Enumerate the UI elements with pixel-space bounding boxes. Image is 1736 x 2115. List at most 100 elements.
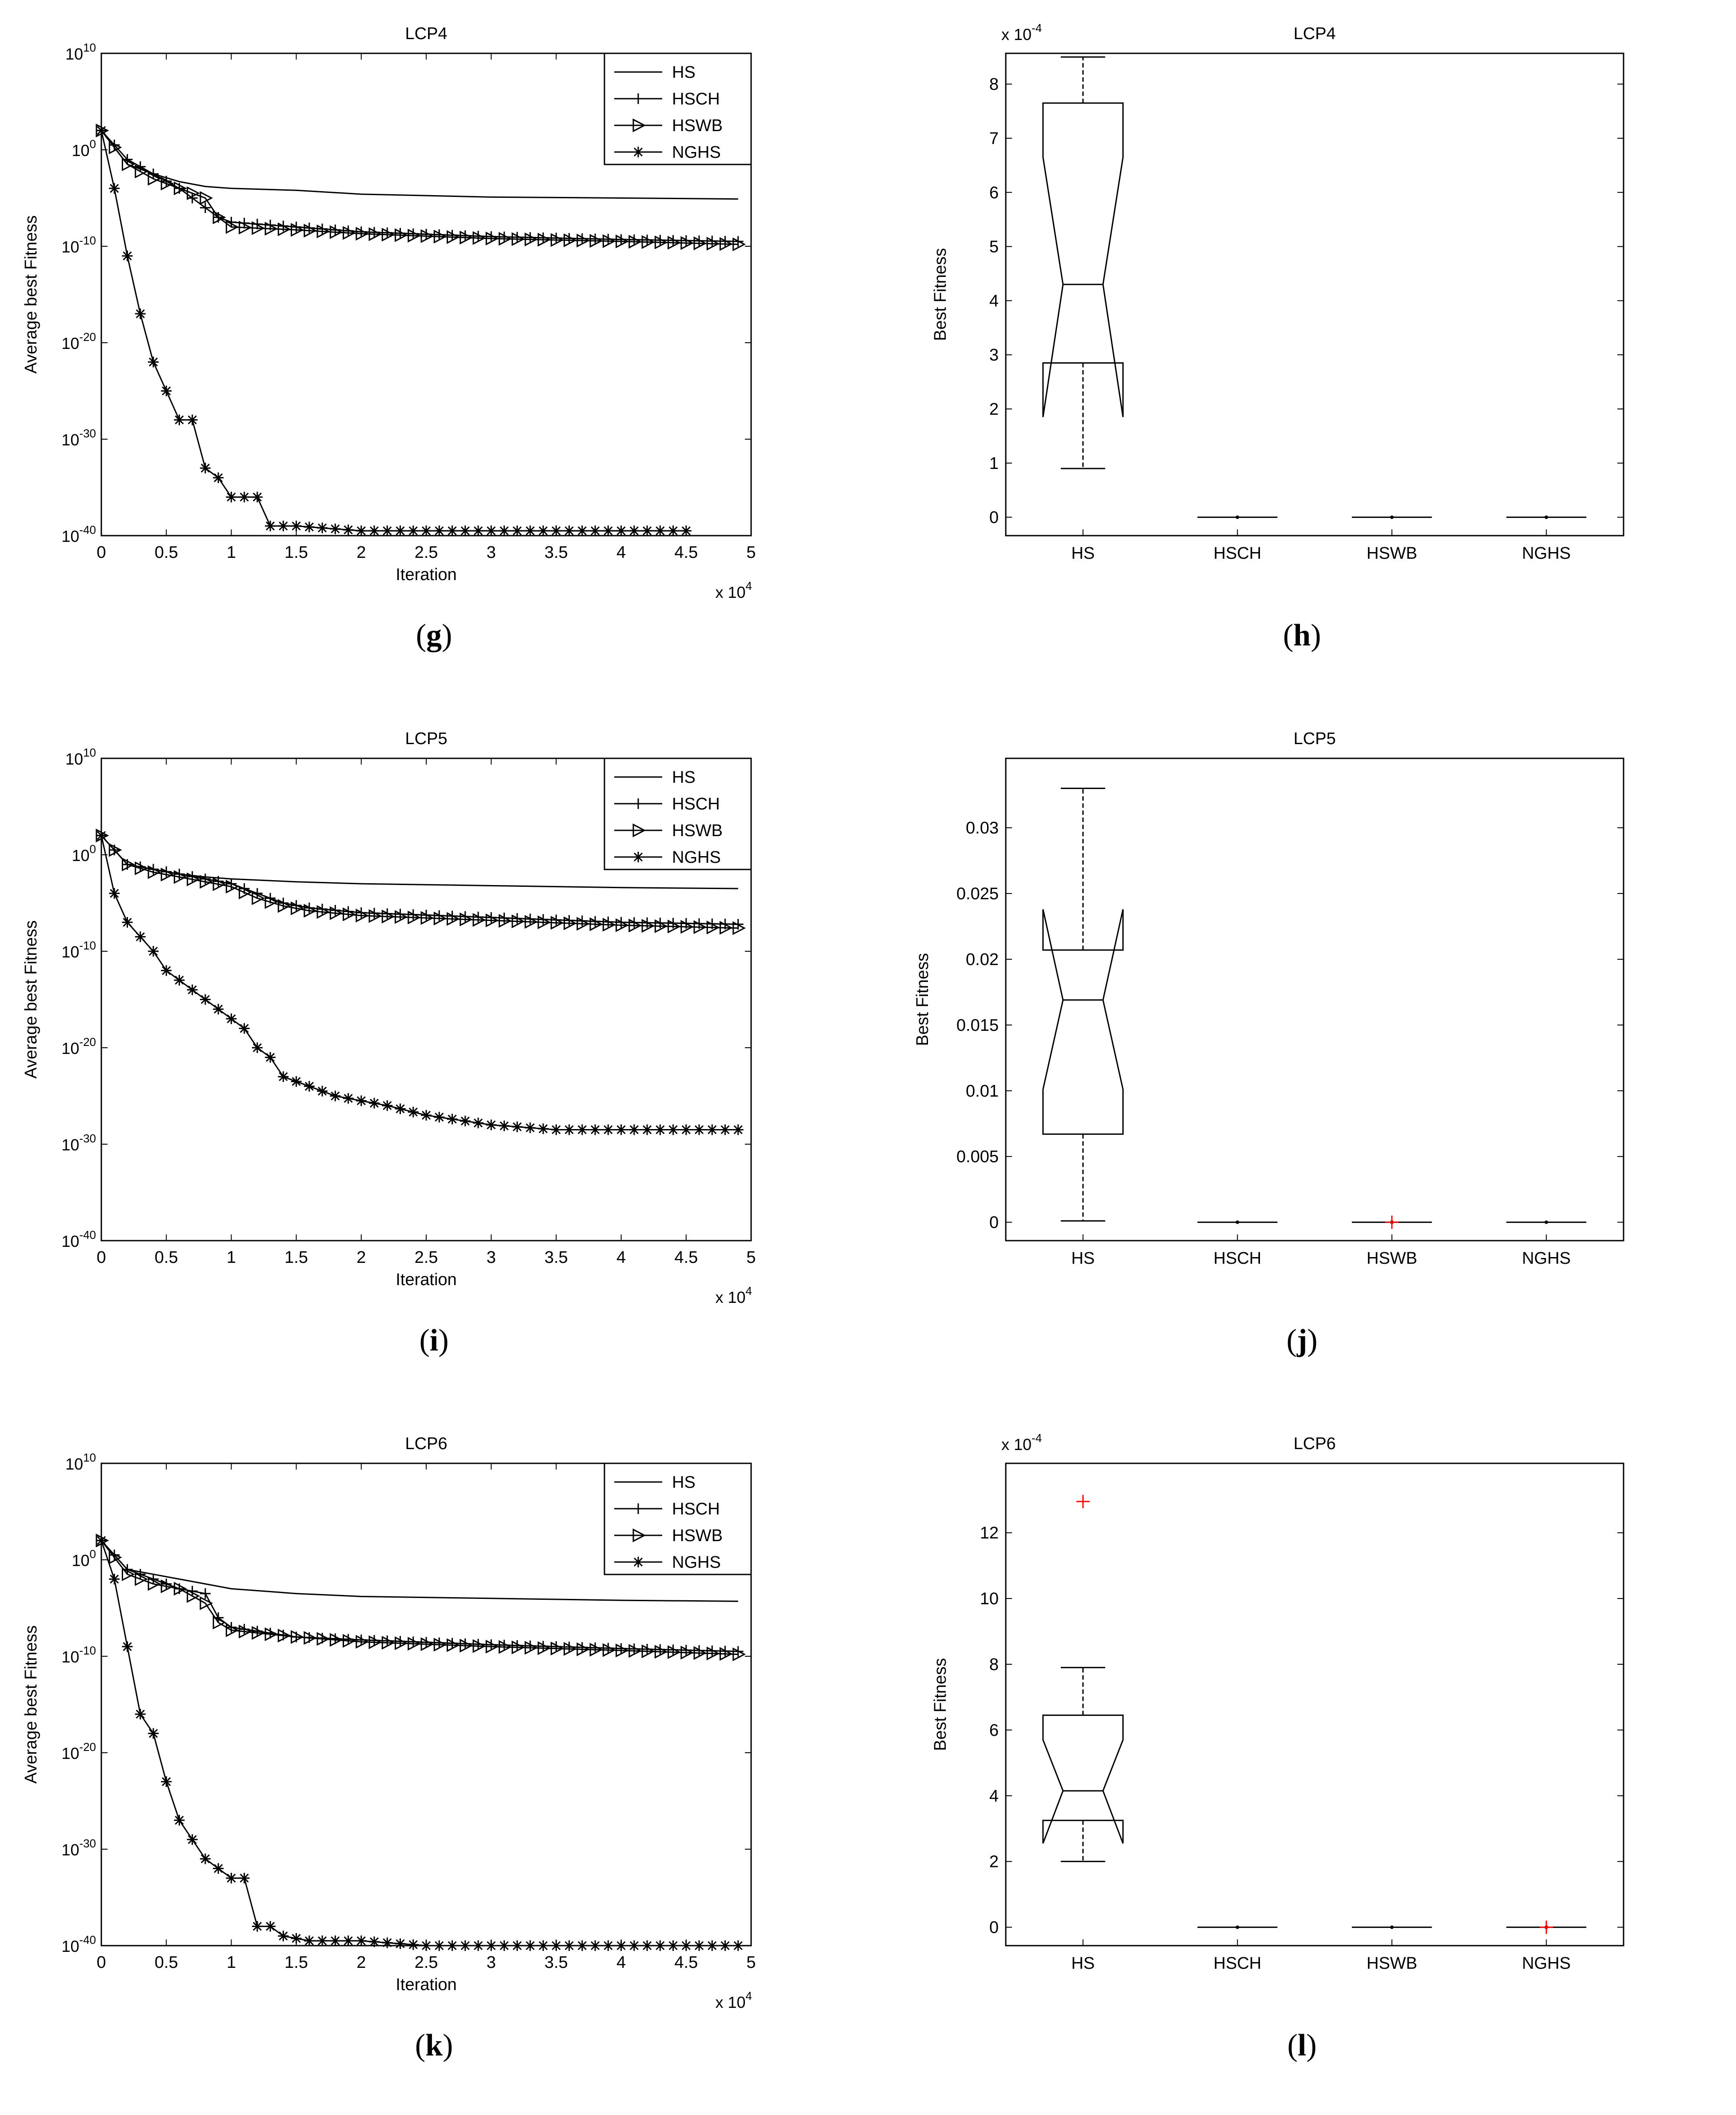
legend-label-hs: HS <box>672 1473 696 1492</box>
star-marker <box>369 526 379 536</box>
star-marker <box>668 1125 678 1134</box>
star-marker <box>304 1082 314 1091</box>
x-tick-label: 4.5 <box>674 1953 698 1972</box>
y-tick-label: 100 <box>72 842 96 865</box>
chart-title: LCP4 <box>405 24 447 43</box>
triangle-marker <box>239 1624 252 1638</box>
star-marker <box>344 1936 353 1946</box>
star-marker <box>525 526 535 536</box>
star-marker <box>252 493 262 502</box>
triangle-marker <box>576 1642 590 1656</box>
y-tick-label: 5 <box>989 238 999 256</box>
triangle-marker <box>356 1634 369 1649</box>
triangle-marker <box>420 1637 434 1651</box>
triangle-marker <box>173 1582 187 1596</box>
x-tick-label: 1.5 <box>284 1248 308 1267</box>
star-marker <box>240 1874 249 1883</box>
triangle-marker <box>408 910 421 925</box>
triangle-marker <box>200 1596 213 1610</box>
star-marker <box>460 1941 470 1951</box>
triangle-marker <box>252 891 265 905</box>
legend-label-hswb: HSWB <box>672 1526 723 1545</box>
legend: HS HSCH HSWB NGHS <box>604 1462 752 1575</box>
triangle-marker <box>212 210 226 224</box>
triangle-marker <box>498 1640 512 1654</box>
panel-caption: (l) <box>1287 2028 1317 2063</box>
triangle-marker <box>291 223 304 237</box>
triangle-marker <box>564 233 577 248</box>
x-multiplier-label: x 104 <box>715 1284 752 1306</box>
y-tick-label: 0.01 <box>966 1082 999 1101</box>
chart-title: LCP5 <box>405 729 447 748</box>
star-marker <box>643 1941 652 1951</box>
triangle-marker <box>420 911 434 925</box>
notched-box <box>1042 909 1124 1135</box>
legend-label-hswb: HSWB <box>672 821 723 840</box>
median-dot <box>1390 1925 1394 1929</box>
triangle-marker <box>187 186 200 200</box>
triangle-marker <box>420 229 434 243</box>
triangle-marker <box>264 222 278 236</box>
star-marker <box>604 526 613 536</box>
y-tick-label: 10-20 <box>61 1740 96 1762</box>
triangle-marker <box>148 1577 161 1591</box>
figure-panel-g: LCP4 0 0.5 1 1.5 2 2.5 3 3.5 4 4.5 5 1010 100 10-10 10-… <box>0 0 868 705</box>
triangle-marker <box>668 919 681 933</box>
star-marker <box>448 1941 457 1951</box>
star-marker <box>110 889 119 898</box>
x-tick-label-hswb: HSWB <box>1367 1249 1417 1268</box>
triangle-marker <box>668 236 681 250</box>
triangle-marker <box>135 861 148 875</box>
y-tick-label: 12 <box>980 1524 999 1542</box>
triangle-marker <box>602 234 616 248</box>
triangle-marker <box>720 237 733 251</box>
median-dot <box>1544 1220 1548 1224</box>
triangle-marker <box>720 921 733 935</box>
median-dot <box>1236 1220 1240 1224</box>
star-marker <box>200 995 210 1004</box>
x-tick-label: 2.5 <box>415 543 438 562</box>
triangle-marker <box>160 868 174 881</box>
star-marker <box>266 1922 275 1931</box>
y-tick-label: 0.03 <box>966 819 999 837</box>
triangle-marker <box>524 232 538 247</box>
star-marker <box>487 526 496 536</box>
star-marker <box>123 917 132 927</box>
box-hswb <box>1352 1215 1432 1229</box>
star-marker <box>564 1125 574 1134</box>
star-marker <box>252 1922 262 1931</box>
triangle-marker <box>304 904 317 918</box>
x-tick-label: 0 <box>96 543 106 562</box>
x-tick-label-hsch: HSCH <box>1213 544 1261 563</box>
triangle-marker <box>602 1643 616 1657</box>
legend-label-nghs: NGHS <box>672 143 721 162</box>
triangle-marker <box>356 227 369 241</box>
y-tick-label: 1010 <box>65 41 96 63</box>
x-tick-label: 2 <box>356 1953 366 1972</box>
box-hsch <box>1197 1925 1278 1929</box>
triangle-marker <box>589 917 603 931</box>
star-marker <box>656 526 665 536</box>
star-marker <box>656 1941 665 1951</box>
caption-letter: h <box>1293 618 1311 653</box>
triangle-marker <box>160 176 174 191</box>
triangle-marker <box>706 921 720 934</box>
x-tick-label: 4 <box>616 1248 626 1267</box>
star-marker <box>344 525 353 535</box>
triangle-marker <box>680 920 694 934</box>
y-tick-label: 2 <box>989 400 999 419</box>
star-marker <box>633 1557 643 1567</box>
triangle-marker <box>732 921 746 935</box>
x-tick-label: 3 <box>487 543 496 562</box>
star-marker <box>369 1098 379 1108</box>
star-marker <box>656 1125 665 1134</box>
y-axis-label: Best Fitness <box>931 1658 950 1751</box>
star-marker <box>591 1125 600 1134</box>
triangle-marker <box>472 913 486 927</box>
y-tick-label: 1010 <box>65 1451 96 1473</box>
triangle-marker <box>460 230 473 244</box>
triangle-marker <box>628 235 642 249</box>
star-marker <box>525 1123 535 1133</box>
star-marker <box>252 1043 262 1053</box>
star-marker <box>643 1125 652 1134</box>
